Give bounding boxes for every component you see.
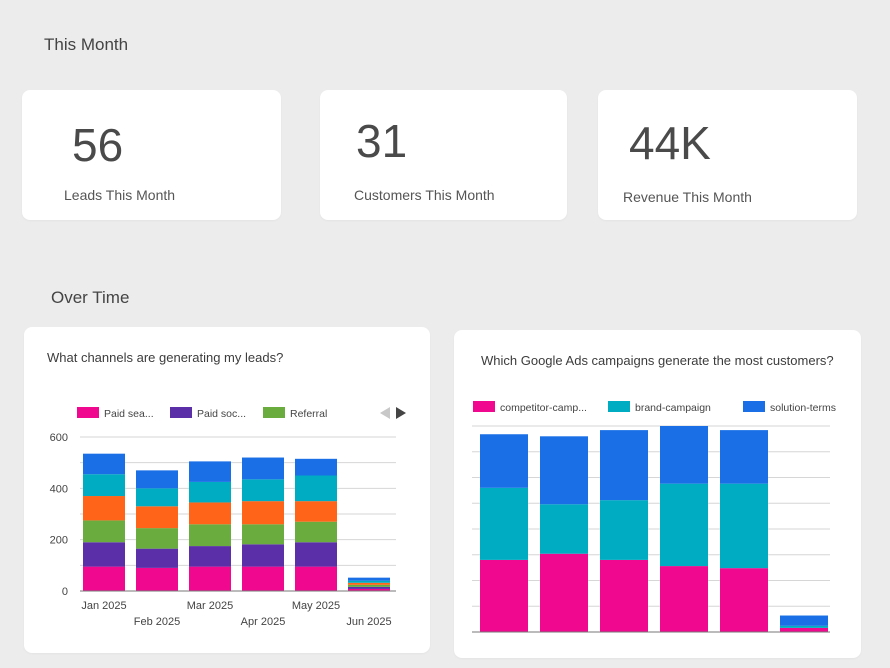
bar-segment bbox=[189, 566, 231, 591]
legend-label: Paid sea... bbox=[104, 408, 154, 420]
bar-segment bbox=[189, 481, 231, 503]
bar-segment bbox=[83, 453, 125, 475]
bar-segment bbox=[660, 566, 708, 632]
bar-segment bbox=[480, 487, 528, 560]
bar-segment bbox=[136, 567, 178, 591]
x-tick-label: Mar 2025 bbox=[187, 600, 233, 612]
bar-segment bbox=[136, 470, 178, 489]
bar-segment bbox=[83, 520, 125, 543]
legend-label: Referral bbox=[290, 408, 327, 420]
bar-segment bbox=[720, 568, 768, 632]
bar-segment bbox=[600, 500, 648, 560]
bar-segment bbox=[136, 488, 178, 507]
bar-segment bbox=[136, 548, 178, 568]
y-tick-label: 200 bbox=[50, 535, 68, 547]
legend-swatch bbox=[743, 401, 765, 412]
legend-swatch bbox=[263, 407, 285, 418]
x-tick-label: Feb 2025 bbox=[134, 616, 180, 628]
legend-prev-icon[interactable] bbox=[380, 407, 390, 419]
kpi-label-revenue: Revenue This Month bbox=[623, 189, 752, 205]
bar-segment bbox=[242, 566, 284, 591]
leads-chart-card: What channels are generating my leads? 0… bbox=[24, 327, 430, 653]
bar-segment bbox=[136, 528, 178, 549]
bar-segment bbox=[600, 559, 648, 632]
bar-segment bbox=[540, 553, 588, 632]
bar-segment bbox=[348, 588, 390, 591]
legend-swatch bbox=[170, 407, 192, 418]
section-title-this-month: This Month bbox=[44, 35, 129, 54]
bar-segment bbox=[348, 580, 390, 583]
bar-segment bbox=[480, 559, 528, 632]
bar-segment bbox=[295, 566, 337, 591]
bar-segment bbox=[348, 582, 390, 585]
legend-label: competitor-camp... bbox=[500, 402, 587, 414]
legend-swatch bbox=[473, 401, 495, 412]
bar-segment bbox=[348, 577, 390, 581]
bar-segment bbox=[600, 430, 648, 501]
y-tick-label: 600 bbox=[50, 432, 68, 444]
y-tick-label: 0 bbox=[62, 586, 68, 598]
bar-segment bbox=[242, 457, 284, 480]
kpi-label-leads: Leads This Month bbox=[64, 187, 176, 203]
bar-segment bbox=[295, 521, 337, 543]
kpi-card-customers: 31 Customers This Month bbox=[320, 90, 567, 220]
legend-label: solution-terms bbox=[770, 402, 836, 414]
bar-segment bbox=[189, 524, 231, 547]
kpi-label-customers: Customers This Month bbox=[354, 187, 495, 203]
bar-segment bbox=[83, 566, 125, 591]
kpi-card-leads: 56 Leads This Month bbox=[22, 90, 281, 220]
legend-label: brand-campaign bbox=[635, 402, 711, 414]
bar-segment bbox=[348, 586, 390, 589]
bar-segment bbox=[780, 615, 828, 626]
section-title-over-time: Over Time bbox=[51, 288, 130, 307]
x-tick-label: May 2025 bbox=[292, 600, 340, 612]
leads-chart-title: What channels are generating my leads? bbox=[47, 350, 284, 365]
bar-segment bbox=[780, 627, 828, 632]
bar-segment bbox=[295, 458, 337, 476]
bar-segment bbox=[136, 506, 178, 529]
bar-segment bbox=[83, 496, 125, 521]
bar-segment bbox=[720, 430, 768, 484]
x-tick-label: Jun 2025 bbox=[346, 616, 391, 628]
ads-chart-card: Which Google Ads campaigns generate the … bbox=[454, 330, 861, 658]
leads-chart: 0 200 400 600 Jan 2025 Feb 2025 Mar 2025 Apr 20… bbox=[50, 407, 406, 628]
bar-segment bbox=[189, 502, 231, 525]
bar-segment bbox=[660, 426, 708, 484]
bar-segment bbox=[540, 436, 588, 505]
bar-segment bbox=[242, 501, 284, 525]
bar-segment bbox=[348, 584, 390, 587]
bar-segment bbox=[242, 544, 284, 567]
bar-segment bbox=[83, 542, 125, 567]
y-tick-label: 400 bbox=[50, 483, 68, 495]
legend-swatch bbox=[77, 407, 99, 418]
ads-chart: competitor-camp... brand-campaign solution… bbox=[472, 401, 836, 633]
bar-segment bbox=[189, 461, 231, 482]
bar-segment bbox=[189, 546, 231, 567]
kpi-value-leads: 56 bbox=[72, 119, 124, 171]
bar-segment bbox=[660, 483, 708, 567]
bar-segment bbox=[295, 542, 337, 567]
bar-segment bbox=[83, 474, 125, 497]
kpi-card-revenue: 44K Revenue This Month bbox=[598, 90, 857, 220]
bar-segment bbox=[295, 475, 337, 502]
legend-next-icon[interactable] bbox=[396, 407, 406, 419]
ads-chart-title: Which Google Ads campaigns generate the … bbox=[481, 353, 834, 368]
x-tick-label: Jan 2025 bbox=[81, 600, 126, 612]
bar-segment bbox=[242, 524, 284, 545]
kpi-value-revenue: 44K bbox=[629, 117, 711, 169]
bar-segment bbox=[540, 504, 588, 554]
legend-label: Paid soc... bbox=[197, 408, 246, 420]
bar-segment bbox=[242, 479, 284, 502]
legend-swatch bbox=[608, 401, 630, 412]
bar-segment bbox=[780, 625, 828, 628]
bar-segment bbox=[720, 483, 768, 569]
x-tick-label: Apr 2025 bbox=[241, 616, 286, 628]
bar-segment bbox=[480, 434, 528, 488]
kpi-value-customers: 31 bbox=[356, 115, 408, 167]
bar-segment bbox=[295, 501, 337, 522]
